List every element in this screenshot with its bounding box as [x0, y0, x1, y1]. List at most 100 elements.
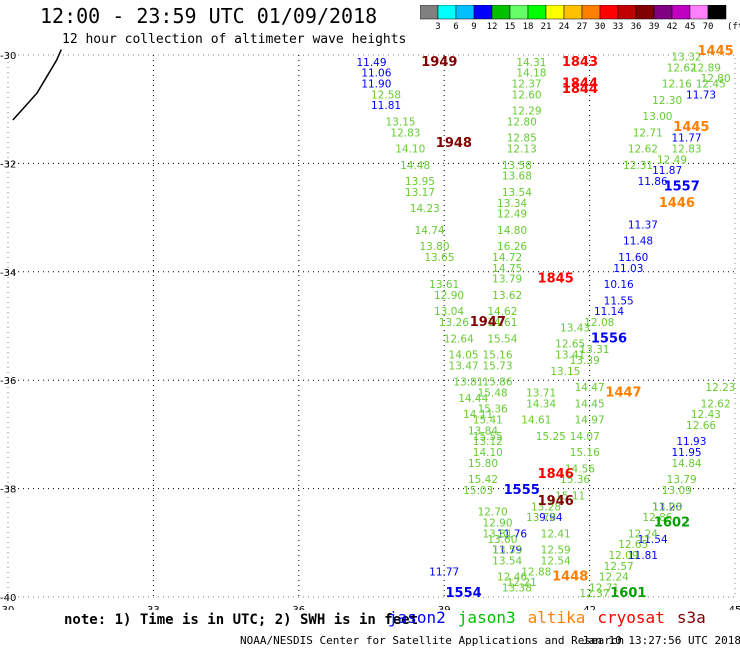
pass-time-label: 1844 [562, 82, 598, 97]
plot-frame [7, 54, 736, 598]
colorbar-tick-label: 45 [684, 22, 696, 32]
wave-height-point: 12.80 [507, 116, 537, 128]
wave-height-point: 12.62 [628, 144, 658, 156]
wave-height-point: 12.88 [521, 566, 551, 578]
pass-time-label: 1556 [591, 331, 627, 346]
legend-entry: jason2 [388, 608, 446, 627]
wave-height-point: 14.74 [415, 225, 445, 237]
wave-height-point: 13.31 [579, 344, 609, 356]
wave-height-point: 11.20 [652, 501, 682, 513]
wave-height-point: 11.79 [492, 545, 522, 557]
wave-height-point: 15.73 [482, 360, 512, 372]
wave-height-point: 12.86 [642, 512, 672, 524]
wave-height-point: 12.65 [555, 339, 585, 351]
colorbar-tick-label: 70 [702, 22, 714, 32]
wave-height-point: 12.31 [623, 160, 653, 172]
wave-height-point: 14.84 [672, 458, 702, 470]
legend-entry: altika [527, 608, 586, 627]
wave-height-point: 13.79 [492, 274, 522, 286]
wave-height-point: 14.80 [497, 225, 527, 237]
wave-height-point: 15.36 [478, 404, 508, 416]
pass-time-label: 1844 [562, 77, 598, 92]
wave-height-point: 13.32 [672, 51, 702, 63]
wave-height-point: 12.62 [701, 398, 731, 410]
wave-height-point: 14.23 [410, 203, 440, 215]
wave-height-point: 13.26 [439, 317, 469, 329]
wave-height-point: 11.81 [628, 550, 658, 562]
wave-height-point: 11.95 [672, 447, 702, 459]
pass-time-label: 1843 [562, 55, 598, 70]
wave-height-point: 13.84 [468, 425, 498, 437]
legend-entry: cryosat [597, 608, 665, 627]
wave-height-point: 12.83 [672, 144, 702, 156]
colorbar-tick-label: 42 [666, 22, 678, 32]
wave-height-point: 14.75 [492, 263, 522, 275]
wave-height-point: 14.31 [516, 57, 546, 69]
x-tick-label: 33 [147, 605, 160, 610]
wave-height-point: 14.34 [526, 398, 556, 410]
page-title: 12:00 - 23:59 UTC 01/09/2018 [40, 4, 378, 28]
wave-height-point: 15.25 [536, 431, 566, 443]
x-tick-label: 39 [438, 605, 451, 610]
wave-height-point: 13.00 [642, 111, 672, 123]
wave-height-point: 15.11 [555, 490, 585, 502]
wave-height-point: 13.58 [502, 160, 532, 172]
x-tick-label: 42 [583, 605, 596, 610]
colorbar-swatch [707, 5, 727, 20]
wave-height-point: 12.21 [507, 577, 537, 589]
wave-height-point: 11.49 [356, 57, 386, 69]
wave-height-point: 12.89 [691, 62, 721, 74]
wave-height-point: 12.71 [633, 127, 663, 139]
colorbar-unit: (ft) [727, 22, 740, 32]
pass-time-label: 1555 [504, 483, 540, 498]
wave-height-point: 12.37 [579, 588, 609, 600]
pass-time-label: 1948 [436, 136, 472, 151]
colorbar [420, 5, 727, 20]
colorbar-tick-label: 12 [486, 22, 498, 32]
colorbar-tick-label: 39 [648, 22, 660, 32]
wave-height-point: 11.54 [638, 534, 668, 546]
wave-height-point: 13.28 [531, 501, 561, 513]
pass-time-label: 1446 [659, 196, 695, 211]
wave-height-point: 12.29 [512, 106, 542, 118]
x-tick-label: 45 [729, 605, 740, 610]
wave-height-point: 12.24 [599, 572, 629, 584]
wave-height-point: 13.81 [482, 528, 512, 540]
wave-height-point: 12.83 [390, 127, 420, 139]
wave-height-point: 14.56 [565, 463, 595, 475]
wave-height-point: 11.03 [613, 263, 643, 275]
pass-time-label: 1445 [698, 44, 734, 59]
wave-height-point: 9.94 [539, 512, 563, 524]
y-tick-label: -30 [0, 51, 16, 62]
wave-height-point: 12.37 [512, 79, 542, 91]
wave-height-point: 12.46 [497, 572, 527, 584]
wave-height-point: 12.62 [667, 62, 697, 74]
y-tick-label: -40 [0, 593, 16, 604]
wave-height-point: 13.17 [405, 187, 435, 199]
wave-height-point: 12.45 [696, 79, 726, 91]
wave-height-point: 11.77 [672, 133, 702, 145]
pass-time-label: 1949 [421, 55, 457, 70]
y-tick-label: -38 [0, 485, 16, 496]
wave-height-point: 15.80 [468, 458, 498, 470]
colorbar-tick-label: 21 [540, 22, 552, 32]
wave-height-point: 12.59 [541, 545, 571, 557]
wave-height-point: 13.12 [473, 436, 503, 448]
colorbar-tick-label: 36 [630, 22, 642, 32]
wave-height-point: 12.49 [657, 154, 687, 166]
y-tick-label: -32 [0, 159, 16, 170]
wave-height-point: 15.03 [463, 485, 493, 497]
wave-height-point: 11.55 [604, 295, 634, 307]
wave-height-point: 12.08 [584, 317, 614, 329]
wave-height-point: 13.80 [419, 241, 449, 253]
colorbar-tick-label: 9 [471, 22, 477, 32]
wave-height-point: 12.09 [608, 550, 638, 562]
wave-height-point: 12.65 [618, 539, 648, 551]
wave-height-point: 14.61 [487, 317, 517, 329]
wave-height-point: 14.97 [575, 415, 605, 427]
wave-height-point: 15.48 [478, 387, 508, 399]
wave-height-point: 11.73 [686, 89, 716, 101]
wave-height-point: 15.41 [473, 415, 503, 427]
note-text: note: 1) Time is in UTC; 2) SWH is in fe… [64, 612, 419, 628]
pass-time-label: 1602 [654, 516, 690, 531]
